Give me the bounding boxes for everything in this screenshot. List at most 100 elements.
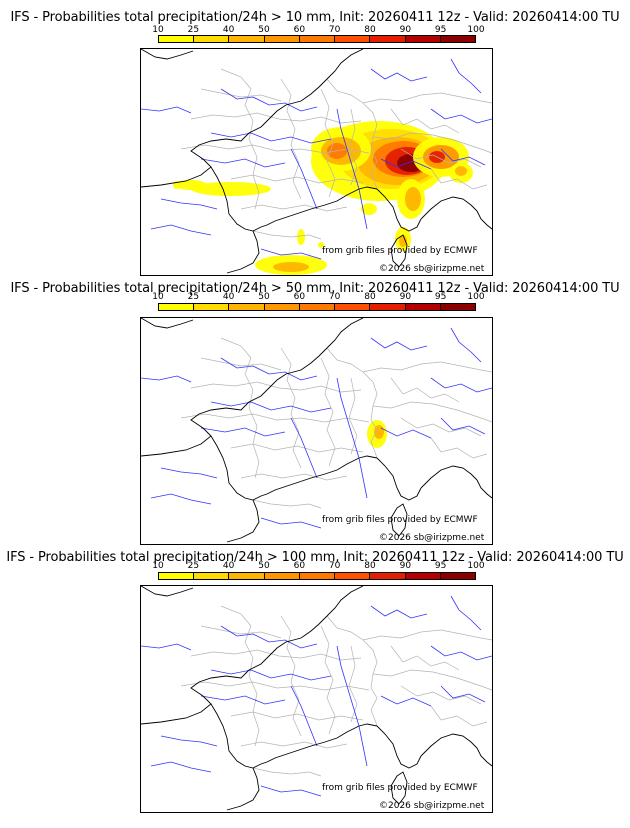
legend-tick-label: 70 [328, 561, 341, 571]
coastline [420, 465, 478, 489]
legend-tick-label: 40 [222, 561, 235, 571]
legend-color-swatch [264, 304, 300, 310]
admin-border-line [240, 473, 348, 481]
legend-color-swatch [440, 304, 475, 310]
admin-border-line [348, 645, 358, 723]
admin-border-line [372, 132, 492, 154]
river-line [380, 427, 432, 439]
admin-border-line [200, 625, 282, 639]
river-line [210, 669, 332, 681]
precipitation-probability-area [175, 180, 207, 190]
legend-tick-label: 80 [364, 25, 376, 35]
river-line [210, 132, 332, 144]
legend-color-swatch [264, 36, 300, 42]
river-line [220, 625, 318, 649]
river-line [430, 108, 492, 124]
precipitation-probability-area [399, 235, 407, 247]
coastline [266, 186, 378, 226]
admin-border-line [190, 112, 362, 124]
legend-tick-label: 80 [364, 561, 376, 571]
river-line [370, 605, 428, 619]
map-2-copyright: ©2026 sb@irizpme.net [379, 533, 485, 543]
coastline [141, 347, 328, 457]
legend-2-colorbar [158, 303, 476, 311]
coastline [326, 49, 364, 80]
river-line [200, 427, 286, 437]
river-line [290, 417, 318, 479]
legend-3-colorbar [158, 572, 476, 580]
legend-tick-label: 60 [293, 292, 306, 302]
legend-color-swatch [440, 573, 475, 579]
legend-color-swatch [299, 304, 336, 310]
river-line [370, 68, 428, 82]
admin-border-line [230, 711, 364, 721]
legend-color-swatch [299, 36, 336, 42]
admin-border-line [430, 705, 488, 727]
river-line [141, 106, 192, 114]
coastline [210, 435, 268, 501]
legend-color-swatch [229, 573, 265, 579]
admin-border-line [240, 204, 348, 212]
admin-border-line [430, 437, 488, 459]
coastline [141, 49, 194, 60]
corsica-coastline [390, 503, 408, 537]
river-line [380, 695, 432, 707]
legend-tick-label: 90 [399, 292, 412, 302]
river-line [141, 643, 192, 651]
admin-border-line [180, 681, 370, 691]
legend-tick-label: 25 [187, 292, 200, 302]
admin-border-line [252, 767, 322, 777]
river-line [150, 493, 212, 505]
admin-border-line [240, 741, 348, 749]
admin-border-line [372, 401, 492, 423]
admin-border-line [180, 413, 370, 423]
legend-color-swatch [370, 573, 406, 579]
legend-color-swatch [405, 304, 441, 310]
river-line [430, 377, 492, 393]
coastline [141, 318, 194, 329]
legend-color-swatch [229, 36, 265, 42]
admin-border-line [326, 78, 378, 190]
admin-border-line [430, 168, 488, 190]
precipitation-probability-area [361, 203, 377, 215]
admin-border-line [280, 78, 302, 200]
legend-color-swatch [370, 304, 406, 310]
river-line [200, 695, 286, 705]
legend-color-swatch [159, 304, 195, 310]
admin-border-line [280, 615, 302, 737]
legend-color-swatch [299, 573, 336, 579]
legend-color-swatch [264, 573, 300, 579]
admin-border-line [362, 361, 492, 373]
admin-border-line [400, 148, 482, 168]
legend-tick-label: 95 [434, 292, 447, 302]
admin-border-line [252, 499, 322, 509]
admin-border-line [362, 629, 492, 641]
legend-tick-label: 40 [222, 25, 235, 35]
river-line [370, 337, 428, 351]
coastline [420, 733, 478, 757]
admin-border-line [372, 669, 492, 691]
map-3-copyright: ©2026 sb@irizpme.net [379, 801, 485, 811]
admin-border-line [348, 377, 358, 455]
river-line [220, 88, 318, 112]
legend-1-ticks: 10 25 40 50 60 70 80 90 95 100 [152, 25, 484, 37]
corsica-coastline [390, 234, 408, 268]
admin-border-line [220, 337, 260, 479]
river-line [440, 417, 486, 435]
river-line [380, 158, 432, 170]
admin-border-line [400, 417, 482, 437]
legend-color-swatch [229, 304, 265, 310]
legend-tick-label: 50 [258, 25, 270, 35]
legend-color-swatch [335, 573, 371, 579]
admin-border-line [348, 108, 358, 186]
coastline [141, 586, 194, 597]
river-line [210, 401, 332, 413]
panel-1-title: IFS - Probabilities total precipitation/… [10, 10, 620, 25]
admin-border-line [390, 108, 460, 134]
legend-color-swatch [370, 36, 406, 42]
coastline [210, 166, 268, 232]
coastline [141, 615, 328, 725]
coastline [476, 210, 492, 230]
legend-tick-label: 90 [399, 25, 412, 35]
admin-border-line [190, 381, 362, 393]
